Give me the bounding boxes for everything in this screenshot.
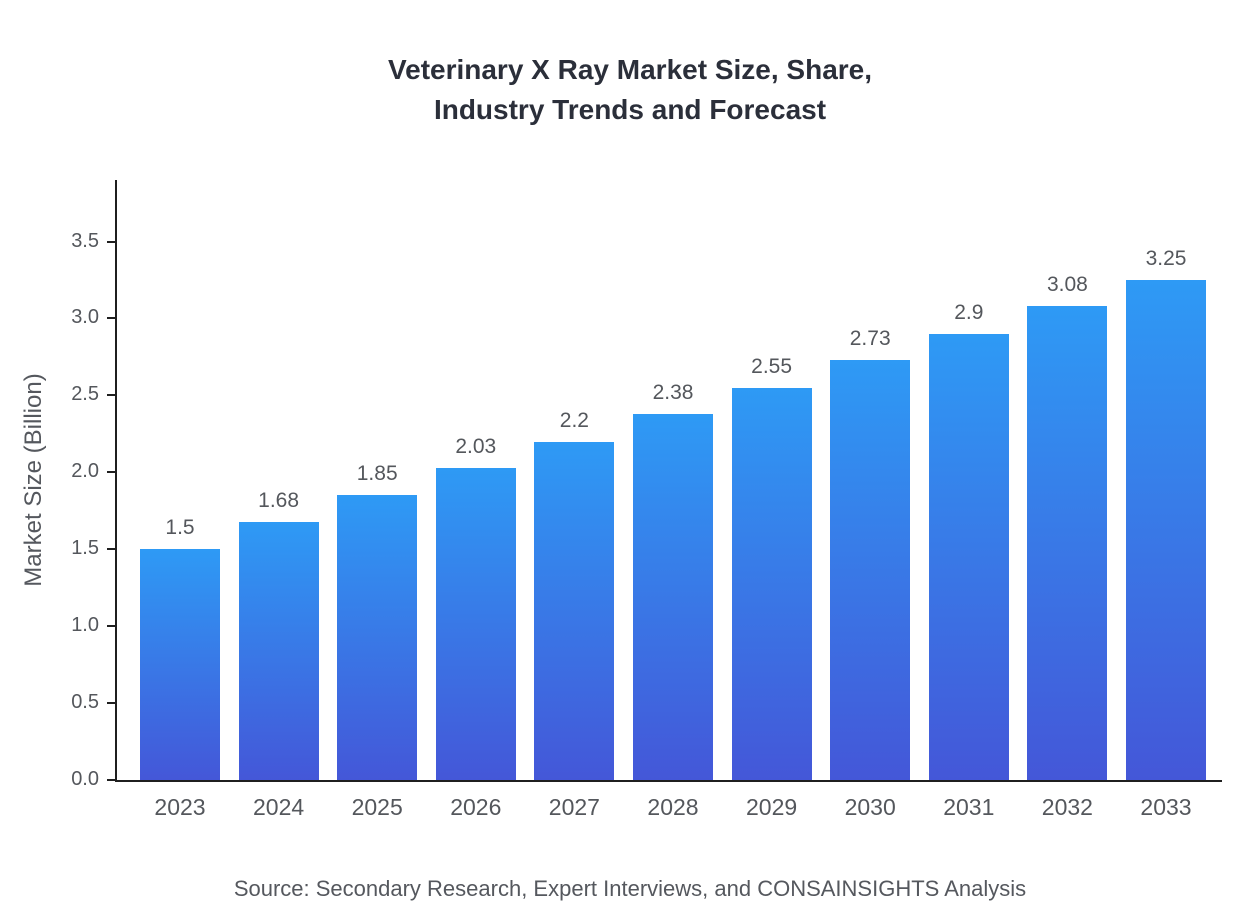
y-tick-mark <box>107 471 116 474</box>
plot-area: 0.0 0.5 1.0 1.5 2.0 2.5 3.0 3.5 1.5 2023 1.68 2024 1… <box>71 180 1222 820</box>
y-tick-mark <box>107 317 116 320</box>
y-tick-mark <box>107 779 116 781</box>
bar-value-label: 2.9 <box>954 300 984 324</box>
y-tick-mark <box>107 548 116 551</box>
chart-title-line2: Industry Trends and Forecast <box>433 94 827 125</box>
x-tick-label: 2029 <box>746 794 798 820</box>
bar-value-label: 1.68 <box>258 488 300 512</box>
bar-value-label: 2.38 <box>652 380 694 404</box>
bar-value-label: 2.03 <box>455 434 497 458</box>
y-tick-mark <box>107 625 116 628</box>
y-axis-label: Market Size (Billion) <box>20 373 47 587</box>
bar-2030 <box>830 360 911 780</box>
bar-2027 <box>534 441 615 780</box>
bar-2028 <box>633 413 713 780</box>
x-tick-label: 2025 <box>351 794 403 820</box>
bar-value-label: 3.08 <box>1046 273 1088 297</box>
y-tick-mark <box>107 394 116 397</box>
bar-2026 <box>435 467 516 780</box>
bar-2025 <box>337 495 418 780</box>
y-tick-label: 0.0 <box>71 768 99 790</box>
x-tick-label: 2033 <box>1140 794 1192 820</box>
y-tick-label: 2.5 <box>71 383 99 406</box>
x-tick-label: 2032 <box>1041 794 1093 820</box>
y-tick-mark <box>107 702 116 705</box>
bar-value-label: 1.85 <box>356 462 398 486</box>
bar-2032 <box>1027 306 1108 780</box>
bar-value-label: 1.5 <box>165 516 195 540</box>
chart-title-line1: Veterinary X Ray Market Size, Share, <box>387 54 873 85</box>
bar-2023 <box>140 549 220 780</box>
bar-2029 <box>731 387 812 780</box>
y-tick-label: 1.5 <box>71 537 99 560</box>
y-tick-label: 3.5 <box>71 229 99 252</box>
bar-value-label: 2.2 <box>559 408 589 432</box>
x-tick-label: 2030 <box>844 794 896 820</box>
y-tick-label: 0.5 <box>71 691 99 714</box>
chart-title: Veterinary X Ray Market Size, Share, Ind… <box>0 50 1260 130</box>
x-tick-label: 2031 <box>943 794 995 820</box>
source-note: Source: Secondary Research, Expert Inter… <box>233 876 1027 901</box>
bar-value-label: 2.73 <box>849 327 891 350</box>
bar-2033 <box>1126 280 1206 780</box>
x-tick-label: 2024 <box>253 794 305 820</box>
x-tick-label: 2028 <box>647 794 699 820</box>
bar-2024 <box>238 521 319 780</box>
y-tick-label: 1.0 <box>71 614 99 637</box>
bar-value-label: 3.25 <box>1145 247 1187 270</box>
y-tick-label: 2.0 <box>71 460 99 483</box>
bar-2031 <box>928 333 1009 780</box>
y-tick-mark <box>107 240 116 243</box>
x-tick-label: 2023 <box>154 794 206 820</box>
x-tick-label: 2027 <box>548 794 600 820</box>
y-tick-label: 3.0 <box>71 306 99 329</box>
x-tick-label: 2026 <box>450 794 502 820</box>
bar-value-label: 2.55 <box>751 354 793 378</box>
